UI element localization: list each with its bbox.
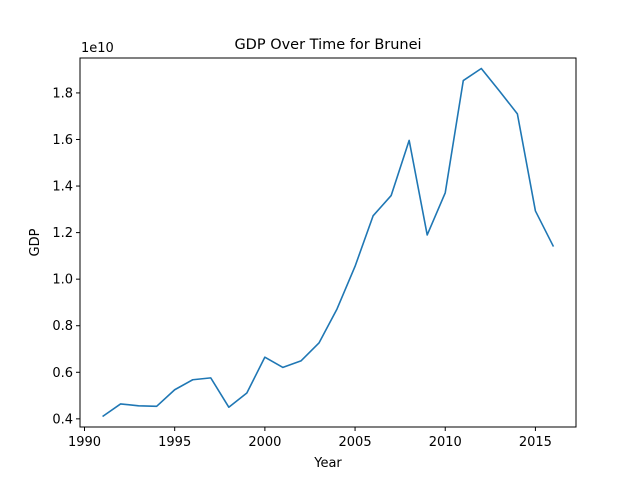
y-tick-label: 1.4 — [52, 180, 73, 195]
y-tick-label: 1.2 — [52, 226, 73, 241]
y-axis-offset-label: 1e10 — [81, 41, 114, 56]
series-line-0 — [102, 67, 555, 418]
x-axis-label: Year — [313, 456, 342, 471]
y-tick-label: 0.6 — [52, 366, 73, 381]
x-tick-label: 2010 — [429, 435, 462, 450]
x-tick-label: 2000 — [248, 435, 281, 450]
plot-area — [102, 67, 555, 418]
x-tick-label: 2015 — [519, 435, 552, 450]
x-tick-label: 1990 — [68, 435, 101, 450]
x-axis-ticks: 1990 1995 2000 2005 2010 2015 — [68, 427, 552, 450]
x-tick-label: 2005 — [339, 435, 372, 450]
y-axis-ticks: 0.4 0.6 0.8 1.0 1.2 1.4 1.6 1.8 — [52, 86, 80, 427]
y-tick-label: 0.4 — [52, 412, 73, 427]
chart-title: GDP Over Time for Brunei — [234, 37, 421, 53]
y-tick-label: 1.8 — [52, 86, 73, 101]
axes-frame — [79, 57, 577, 428]
y-tick-label: 0.8 — [52, 319, 73, 334]
y-tick-label: 1.6 — [52, 133, 73, 148]
y-axis-label: GDP — [28, 228, 43, 256]
y-tick-label: 1.0 — [52, 273, 73, 288]
x-tick-label: 1995 — [158, 435, 191, 450]
